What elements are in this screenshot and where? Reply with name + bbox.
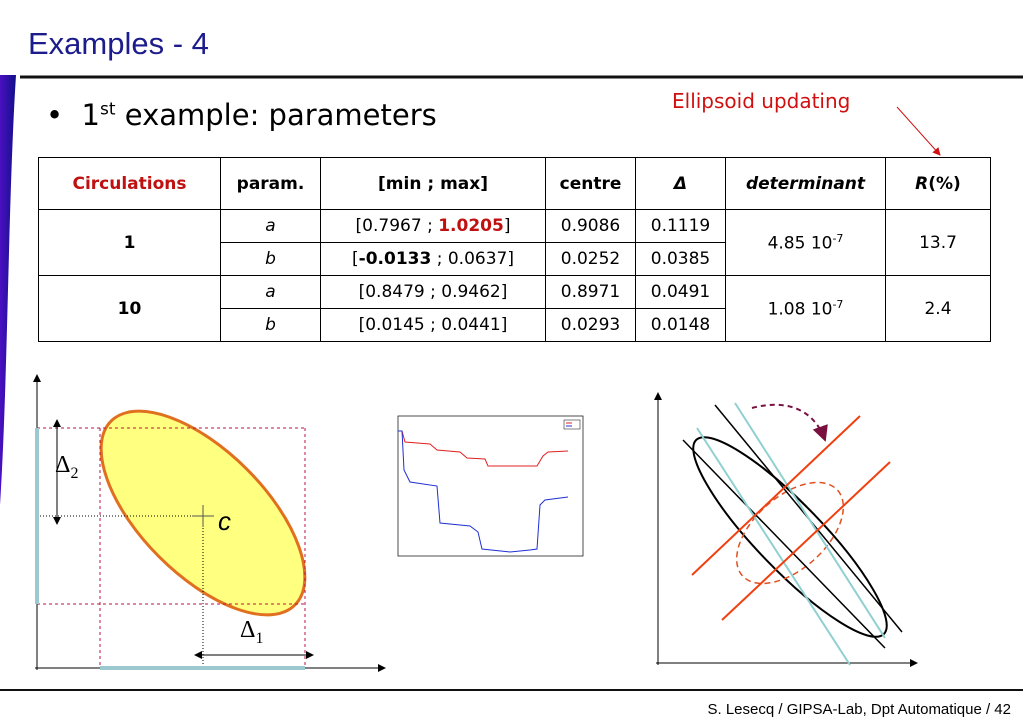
box-diagram: Δ2 c Δ1 xyxy=(33,374,386,672)
delta: 0.1119 xyxy=(635,209,726,243)
header: determinant xyxy=(725,157,886,210)
header: centre xyxy=(545,157,636,210)
interval: [0.8479 ; 0.9462] xyxy=(320,275,546,309)
interval: [0.0145 ; 0.0441] xyxy=(320,308,546,342)
annotation: Ellipsoid updating xyxy=(672,89,851,113)
ratio: 2.4 xyxy=(885,275,991,342)
determinant: 1.08 10-7 xyxy=(725,275,886,342)
interval: [0.7967 ; 1.0205] xyxy=(320,209,546,243)
delta2-label: Δ2 xyxy=(55,452,78,482)
centre-label: c xyxy=(218,506,231,536)
circulation: 10 xyxy=(38,275,221,342)
annotation-arrow xyxy=(896,106,941,156)
footer: S. Lesecq / GIPSA-Lab, Dpt Automatique /… xyxy=(707,701,1011,718)
centre: 0.0293 xyxy=(545,308,636,342)
header: param. xyxy=(220,157,321,210)
slide-title: Examples - 4 xyxy=(28,26,209,61)
param: b xyxy=(220,242,321,276)
header: Circulations xyxy=(38,157,221,210)
delta: 0.0148 xyxy=(635,308,726,342)
ratio: 13.7 xyxy=(885,209,991,276)
param: a xyxy=(220,209,321,243)
delta: 0.0491 xyxy=(635,275,726,309)
centre: 0.8971 xyxy=(545,275,636,309)
param: a xyxy=(220,275,321,309)
centre: 0.0252 xyxy=(545,242,636,276)
delta1-label: Δ1 xyxy=(240,617,263,647)
interval: [-0.0133 ; 0.0637] xyxy=(320,242,546,276)
update-diagram xyxy=(654,392,918,667)
circulation: 1 xyxy=(38,209,221,276)
determinant: 4.85 10-7 xyxy=(725,209,886,276)
side-decoration xyxy=(0,75,16,505)
param: b xyxy=(220,308,321,342)
centre: 0.9086 xyxy=(545,209,636,243)
delta: 0.0385 xyxy=(635,242,726,276)
small-plot xyxy=(397,415,584,557)
bullet: • 1st example: parameters xyxy=(46,98,437,132)
header: [min ; max] xyxy=(320,157,546,210)
parameter-table: Circulations param. [min ; max] centre Δ… xyxy=(38,157,991,342)
header: Δ xyxy=(635,157,726,210)
header: R(%) xyxy=(885,157,991,210)
